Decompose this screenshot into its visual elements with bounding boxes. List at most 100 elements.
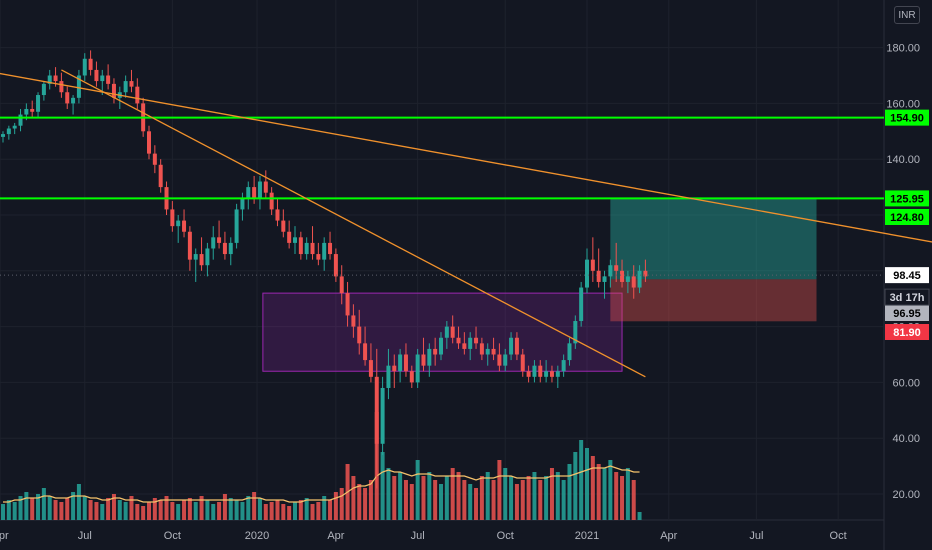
candle-body — [275, 209, 280, 221]
candle-body — [474, 337, 479, 344]
candle-body — [462, 343, 467, 349]
volume-bar — [234, 500, 239, 520]
volume-bar — [304, 498, 309, 520]
volume-bar — [625, 468, 630, 520]
x-tick-label: Oct — [164, 530, 181, 542]
volume-bar — [386, 468, 391, 520]
candle-body — [158, 164, 163, 188]
volume-bar — [573, 452, 578, 520]
volume-bar — [263, 504, 268, 520]
y-tick-label: 60.00 — [892, 377, 920, 389]
candle-body — [503, 354, 508, 366]
candle-body — [234, 209, 239, 243]
price-tag-label: 125.95 — [890, 193, 924, 205]
volume-bar — [217, 502, 222, 520]
volume-bar — [287, 506, 292, 520]
trendline — [61, 69, 646, 378]
price-tag-bg — [885, 324, 929, 340]
volume-bar — [579, 440, 584, 520]
candle-body — [439, 337, 443, 355]
volume-bar — [555, 472, 560, 520]
volume-bar — [293, 502, 297, 520]
volume-bar — [298, 500, 303, 520]
countdown-bg — [884, 288, 930, 306]
candle-body — [573, 321, 578, 344]
candle-body — [222, 242, 227, 255]
candle-body — [88, 58, 93, 70]
volume-bar — [41, 488, 46, 520]
price-tag-label: 81.90 — [893, 327, 921, 339]
x-tick-label: Apr — [660, 530, 677, 542]
candle-body — [392, 365, 397, 372]
candle-body — [135, 86, 140, 104]
volume-bar — [421, 476, 426, 520]
volume-bar — [491, 480, 496, 520]
x-tick-label: Jul — [411, 530, 425, 542]
candle-body — [211, 237, 216, 249]
x-tick-label: Apr — [327, 530, 344, 542]
candle-body — [269, 192, 274, 210]
volume-bar — [450, 468, 455, 520]
volume-bar — [117, 500, 122, 520]
candle-body — [59, 81, 64, 93]
candle-body — [339, 276, 344, 294]
volume-bar — [135, 504, 140, 520]
volume-bar — [269, 502, 274, 520]
candle-body — [328, 242, 333, 255]
volume-bar — [65, 498, 70, 520]
volume-bar — [544, 476, 549, 520]
volume-bar — [351, 476, 356, 520]
candle-body — [123, 81, 128, 93]
volume-bar — [281, 504, 286, 520]
chart-grid — [0, 0, 885, 550]
x-tick-label: Apr — [0, 530, 9, 542]
candle-body — [111, 83, 116, 98]
volume-ma-line — [3, 465, 640, 503]
volume-bar — [141, 506, 146, 520]
volume-bar — [532, 472, 537, 520]
candle-body — [485, 348, 490, 355]
volume-bar — [228, 498, 233, 520]
candle-body — [567, 343, 572, 361]
candle-body — [596, 270, 601, 282]
candle-body — [374, 376, 379, 444]
volume-bar — [147, 502, 151, 520]
volume-bar — [637, 512, 642, 520]
x-tick-label: Jul — [749, 530, 763, 542]
volume-bar — [328, 500, 333, 520]
price-tag-bg — [885, 190, 929, 207]
volume-bar — [561, 480, 566, 520]
candle-body — [322, 242, 327, 260]
volume-bar — [240, 502, 245, 520]
volume-bar — [485, 472, 490, 520]
volume-bar — [53, 500, 58, 520]
price-tag-label: 96.95 — [893, 308, 921, 320]
volume-bar — [94, 502, 99, 520]
volume-bar — [608, 460, 613, 520]
volume-bar — [100, 504, 105, 520]
candle-body — [544, 371, 549, 377]
volume-bar — [164, 496, 169, 520]
countdown-tag: 3d 17h — [884, 288, 930, 306]
candle-body — [479, 343, 484, 355]
candle-body — [217, 237, 222, 243]
currency-button[interactable]: INR — [894, 6, 920, 24]
candle-body — [631, 276, 636, 288]
volume-bar — [111, 494, 116, 520]
candle-body — [637, 270, 642, 288]
volume-bar — [398, 472, 403, 520]
price-tag: 124.80 — [885, 209, 929, 225]
volume-bar — [363, 488, 368, 520]
volume-bar — [176, 504, 181, 520]
candle-body — [170, 209, 175, 227]
candle-body — [409, 371, 414, 383]
volume-bar — [24, 492, 29, 520]
candle-body — [509, 337, 514, 355]
time-axis[interactable]: Apr Jul Oct 2020 Apr Jul Oct 2021 Apr Jul Oct — [0, 530, 847, 542]
candle-body — [176, 220, 181, 227]
volume-bar — [479, 476, 484, 520]
volume-bar — [257, 498, 262, 520]
volume-bar — [252, 492, 257, 520]
candle-body — [65, 92, 70, 104]
